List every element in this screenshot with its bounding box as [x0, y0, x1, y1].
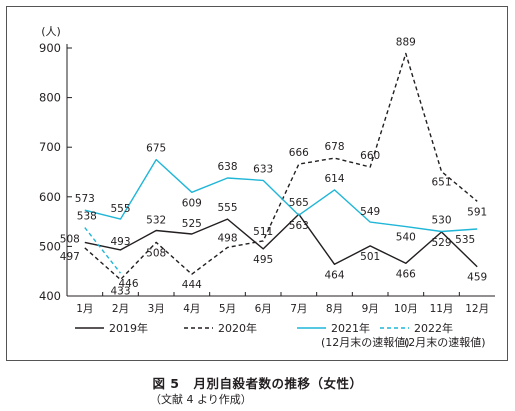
data-label: 540	[396, 232, 416, 244]
data-label: 459	[467, 272, 487, 284]
data-label: 508	[60, 233, 80, 245]
legend-label: 2021年	[331, 321, 370, 335]
legend-sublabel: (2月末の速報値)	[404, 335, 486, 349]
data-label: 651	[431, 177, 451, 189]
data-label: 511	[253, 226, 273, 238]
figure-number: 図 5	[152, 376, 180, 391]
data-label: 565	[289, 197, 309, 209]
x-tick-label: 10月	[394, 303, 418, 315]
data-label: 591	[467, 206, 487, 218]
figure-caption: 図 5 月別自殺者数の推移（女性）	[0, 373, 515, 392]
series-line-2019年	[84, 213, 478, 268]
data-label: 563	[289, 220, 309, 232]
data-label: 433	[110, 286, 130, 298]
data-label: 497	[60, 251, 80, 263]
x-tick-label: 11月	[430, 303, 454, 315]
x-tick-label: 4月	[183, 303, 200, 315]
legend-label: 2022年	[414, 321, 453, 335]
data-label: 495	[253, 254, 273, 266]
figure-frame: 400 500 600 700 800 900 (人) 1月 2月 3月 4月 5月 6月 7月 8月 9月 1…	[6, 6, 508, 361]
data-label: 464	[324, 269, 344, 281]
figure-title: 月別自殺者数の推移（女性）	[193, 376, 363, 391]
x-tick-label: 9月	[362, 303, 379, 315]
x-tick-label: 1月	[76, 303, 93, 315]
x-tick-label: 6月	[255, 303, 272, 315]
data-label: 493	[110, 236, 130, 248]
data-label: 444	[182, 279, 202, 291]
y-tick-label: 900	[39, 41, 61, 55]
data-label: 532	[146, 215, 166, 227]
x-tick-label: 5月	[219, 303, 236, 315]
data-label: 633	[253, 163, 273, 175]
legend-sublabel: (12月末の速報値)	[321, 335, 410, 349]
data-label: 660	[360, 150, 380, 162]
data-label: 573	[75, 193, 95, 205]
data-label: 525	[182, 218, 202, 230]
series-line-2022年	[84, 227, 122, 274]
data-label: 555	[217, 202, 237, 214]
series-line-2020年	[84, 52, 478, 281]
y-axis-label: (人)	[41, 25, 61, 38]
figure-source: （文献 4 より作成）	[150, 393, 252, 406]
y-tick-label: 500	[39, 239, 61, 253]
data-label: 535	[455, 234, 475, 246]
x-tick-label: 12月	[465, 303, 489, 315]
data-label: 614	[324, 173, 344, 185]
data-label: 508	[146, 247, 166, 259]
y-tick-label: 400	[39, 289, 61, 303]
y-tick-label: 800	[39, 91, 61, 105]
y-tick-label: 600	[39, 190, 61, 204]
data-label: 678	[324, 141, 344, 153]
data-label: 466	[396, 268, 416, 280]
data-label: 530	[431, 215, 451, 227]
data-label: 609	[182, 197, 202, 209]
legend-label: 2019年	[109, 321, 148, 335]
data-label: 555	[110, 203, 130, 215]
x-tick-label: 3月	[148, 303, 165, 315]
x-tick-label: 2月	[112, 303, 129, 315]
data-label: 638	[217, 161, 237, 173]
data-label: 446	[118, 278, 138, 290]
data-label: 498	[217, 232, 237, 244]
data-label: 675	[146, 143, 166, 155]
legend-label: 2020年	[218, 321, 257, 335]
data-label: 538	[77, 211, 97, 223]
data-label: 549	[360, 206, 380, 218]
series-line-2021年	[84, 158, 478, 233]
data-label: 889	[396, 36, 416, 48]
line-chart: 400 500 600 700 800 900 (人) 1月 2月 3月 4月 5月 6月 7月 8月 9月 1…	[39, 25, 495, 349]
y-tick-label: 700	[39, 140, 61, 154]
data-label: 666	[289, 147, 309, 159]
data-label: 501	[360, 251, 380, 263]
x-tick-label: 8月	[326, 303, 343, 315]
data-label: 529	[431, 237, 451, 249]
x-tick-label: 7月	[290, 303, 307, 315]
